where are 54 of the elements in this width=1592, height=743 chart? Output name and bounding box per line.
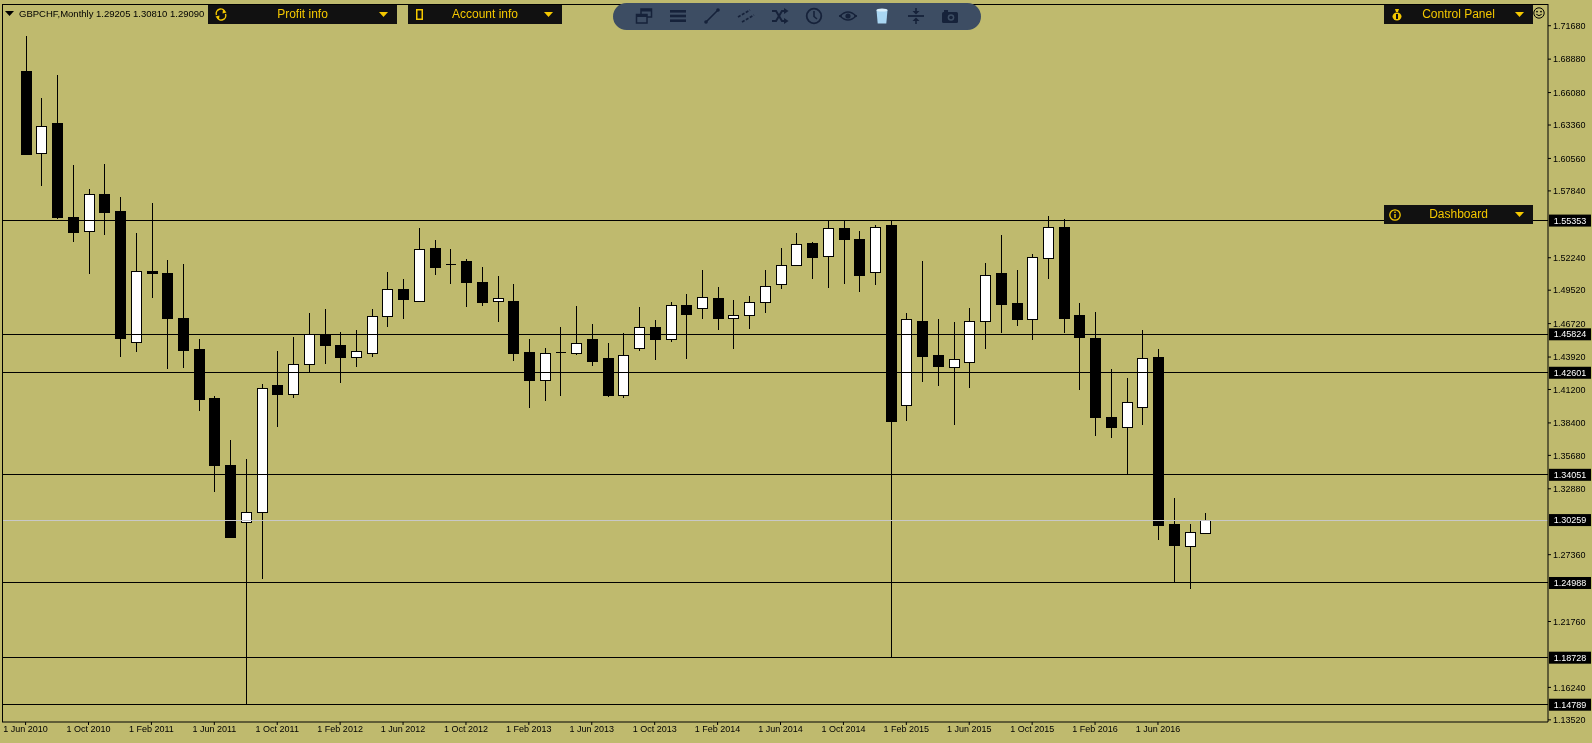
y-tick-label: 1.66080 [1553,87,1586,98]
ref-line-label: 1.30259 [1553,515,1587,526]
ref-line-label: 1.45824 [1553,329,1587,340]
y-tick-label: 1.27360 [1553,549,1586,560]
x-tick-label: 1 Feb 2015 [883,724,930,735]
x-tick-label: 1 Oct 2012 [443,724,488,735]
x-tick-label: 1 Oct 2014 [821,724,866,735]
annotation: Control Panel [1421,7,1496,22]
x-tick-label: 1 Jun 2013 [569,724,615,735]
x-tick-label: 1 Jun 2016 [1135,724,1181,735]
x-tick-label: 1 Oct 2011 [255,724,299,735]
chart-title: GBPCHF,Monthly 1.29205 1.30810 1.29090 [19,8,205,19]
ref-line-label: 1.24988 [1553,578,1587,589]
dropdown: Account info [408,5,562,24]
x-tick-label: 1 Jun 2015 [946,724,992,735]
x-tick-label: 1 Oct 2010 [66,724,111,735]
dropdown: Profit info [208,5,397,24]
ref-line-label: 1.18728 [1553,652,1587,663]
y-tick-label: 1.35680 [1553,450,1586,461]
x-tick-label: 1 Feb 2016 [1072,724,1118,735]
y-tick-label: 1.68880 [1553,54,1586,65]
ref-line-label: 1.42601 [1553,367,1587,378]
y-tick-label: 1.21760 [1553,616,1586,627]
x-tick-label: 1 Feb 2011 [128,724,174,735]
x-tick-label: 1 Jun 2010 [3,724,48,735]
y-tick-label: 1.60560 [1553,153,1586,164]
y-tick-label: 1.32880 [1553,483,1586,494]
x-tick-label: 1 Oct 2015 [1010,724,1055,735]
x-tick-label: 1 Feb 2013 [506,724,552,735]
y-tick-label: 1.49520 [1553,285,1586,296]
x-tick-label: 1 Feb 2014 [694,724,741,735]
annotation: Profit info [276,7,329,22]
ref-line-label: 1.14789 [1553,699,1587,710]
y-tick-label: 1.43920 [1553,352,1586,363]
ref-line-label: 1.55353 [1553,215,1587,226]
annotation: Account info [450,7,519,22]
dropdown: Dashboard [1384,205,1533,224]
y-tick-label: 1.16240 [1553,682,1586,693]
y-tick-label: 1.13520 [1553,715,1586,726]
y-tick-label: 1.71680 [1553,20,1586,31]
y-tick-label: 1.38400 [1553,418,1586,429]
y-tick-label: 1.41200 [1553,384,1586,395]
y-tick-label: 1.63360 [1553,120,1586,131]
x-tick-label: 1 Jun 2014 [758,724,803,735]
x-tick-label: 1 Jun 2011 [192,724,237,735]
ref-line-label: 1.34051 [1553,469,1587,480]
dropdown: Control Panel [1384,5,1533,24]
y-tick-label: 1.57840 [1553,186,1586,197]
x-tick-label: 1 Feb 2012 [317,724,363,735]
x-tick-label: 1 Oct 2013 [632,724,677,735]
annotation: Dashboard [1428,207,1489,222]
y-tick-label: 1.46720 [1553,318,1586,329]
y-tick-label: 1.52240 [1553,252,1586,263]
x-tick-label: 1 Jun 2012 [380,724,426,735]
